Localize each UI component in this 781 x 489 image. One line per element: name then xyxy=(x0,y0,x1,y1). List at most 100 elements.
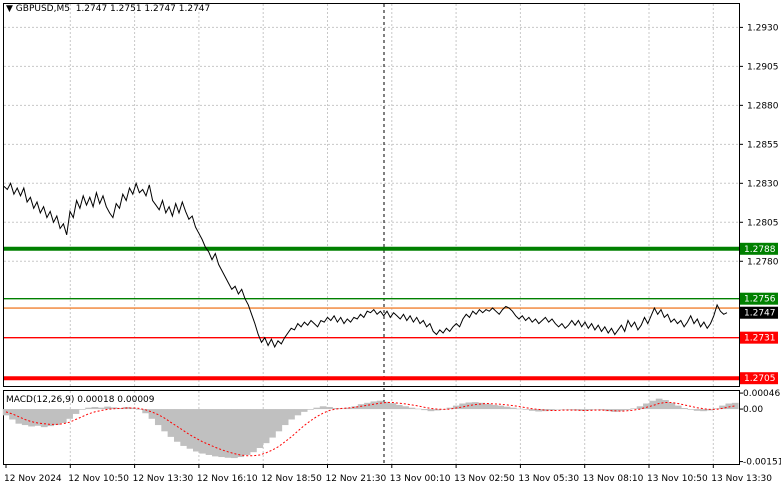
macd-histogram-bar xyxy=(712,408,720,410)
macd-histogram-bar xyxy=(53,409,61,426)
macd-histogram-bar xyxy=(624,409,631,411)
macd-histogram-bar xyxy=(326,406,333,410)
macd-histogram-bar xyxy=(135,409,143,410)
macd-histogram-bar xyxy=(256,409,264,449)
ohlc-values: 1.2747 1.2751 1.2747 1.2747 xyxy=(75,4,211,14)
macd-histogram-bar xyxy=(72,409,80,414)
macd-indicator xyxy=(2,398,739,459)
macd-histogram-bar xyxy=(560,409,568,410)
horizontal-levels xyxy=(4,246,739,381)
macd-histogram-bar xyxy=(687,409,695,410)
macd-histogram-bar xyxy=(503,406,511,410)
macd-histogram-bar xyxy=(218,409,226,458)
macd-histogram-bar xyxy=(161,409,169,432)
macd-histogram-bar xyxy=(205,409,213,455)
price-line xyxy=(3,181,728,349)
level-label: 1.2747 xyxy=(744,309,776,319)
x-tick-label: 12 Nov 13:30 xyxy=(133,474,194,484)
x-tick-label: 13 Nov 02:50 xyxy=(454,474,515,484)
macd-histogram-bar xyxy=(592,409,600,410)
macd-histogram-bar xyxy=(351,406,359,410)
macd-histogram-bar xyxy=(395,404,403,410)
macd-histogram-bar xyxy=(66,409,73,419)
macd-histogram-bar xyxy=(180,409,188,446)
macd-histogram-bar xyxy=(484,403,492,410)
macd-histogram-bar xyxy=(9,409,16,420)
macd-histogram-bar xyxy=(414,408,422,410)
time-axis[interactable]: 12 Nov 2024 12 Nov 10:50 12 Nov 13:30 12 No… xyxy=(4,464,772,484)
macd-histogram-bar xyxy=(294,409,302,416)
dropdown-triangle-icon[interactable]: ▼ xyxy=(6,4,13,14)
macd-histogram-bar xyxy=(478,402,486,410)
macd-histogram-bar xyxy=(288,409,295,420)
macd-histogram-bar xyxy=(427,409,435,412)
level-label-box xyxy=(740,242,778,255)
y-tick-label: 1.2930 xyxy=(747,23,779,33)
macd-histogram-bar xyxy=(649,400,657,410)
macd-histogram-bar xyxy=(554,409,562,410)
macd-histogram-bar xyxy=(250,409,257,453)
grid xyxy=(4,4,739,464)
macd-histogram-bar xyxy=(668,402,676,410)
macd-label: MACD(12,26,9) 0.00018 0.00009 xyxy=(6,395,155,405)
macd-histogram-bar xyxy=(34,409,42,426)
macd-histogram-bar xyxy=(617,409,625,412)
y-tick-label: 1.2880 xyxy=(747,101,779,111)
macd-histogram-bar xyxy=(598,409,606,411)
macd-histogram-bar xyxy=(383,401,390,410)
level-label-box xyxy=(740,306,778,319)
x-tick-label: 13 Nov 10:50 xyxy=(647,474,708,484)
macd-histogram-bar xyxy=(116,408,124,410)
level-label-box xyxy=(740,372,778,385)
y-tick-label: 1.2830 xyxy=(747,179,779,189)
macd-histogram-bar xyxy=(319,406,327,410)
macd-histogram-bar xyxy=(693,409,701,411)
macd-histogram-bar xyxy=(313,407,321,410)
macd-histogram-bar xyxy=(681,408,688,410)
price-series xyxy=(3,181,728,349)
macd-axis: 0.00046 0.00 -0.00151 xyxy=(739,389,781,468)
level-label-box xyxy=(740,292,778,305)
macd-histogram-bar xyxy=(281,409,289,426)
x-tick-label: 13 Nov 00:10 xyxy=(390,474,451,484)
macd-histogram-bar xyxy=(643,403,650,410)
macd-histogram-bar xyxy=(104,406,111,410)
x-tick-label: 13 Nov 13:30 xyxy=(711,474,772,484)
x-tick-label: 12 Nov 16:10 xyxy=(197,474,258,484)
level-label-box xyxy=(740,331,778,344)
macd-histogram-bar xyxy=(719,405,726,410)
macd-histogram-bar xyxy=(370,401,378,410)
macd-histogram-bar xyxy=(579,409,587,411)
macd-histogram-bar xyxy=(262,409,270,444)
x-tick-label: 13 Nov 05:30 xyxy=(518,474,579,484)
macd-header: MACD(12,26,9) 0.00018 0.00009 xyxy=(6,395,155,405)
macd-histogram-bar xyxy=(459,403,466,410)
macd-histogram-bar xyxy=(433,409,441,411)
x-tick-label: 12 Nov 21:30 xyxy=(326,474,387,484)
macd-histogram-bar xyxy=(389,403,397,410)
macd-histogram-bar xyxy=(452,405,460,410)
macd-histogram-bar xyxy=(85,407,92,410)
macd-histogram-bar xyxy=(275,409,283,432)
y-tick-label: 1.2855 xyxy=(747,140,779,150)
macd-histogram-bar xyxy=(59,409,67,423)
macd-histogram-bar xyxy=(725,403,733,410)
macd-histogram-bar xyxy=(300,409,308,412)
macd-histogram-bar xyxy=(237,409,245,458)
macd-histogram-bar xyxy=(522,409,530,410)
macd-histogram-bar xyxy=(509,407,517,410)
macd-histogram-bar xyxy=(662,400,669,410)
x-tick-label: 12 Nov 10:50 xyxy=(68,474,129,484)
macd-histogram-bar xyxy=(446,407,454,410)
macd-histogram-bar xyxy=(376,400,384,410)
level-label: 1.2705 xyxy=(744,374,776,384)
macd-histogram-bar xyxy=(269,409,276,438)
macd-histogram-bar xyxy=(40,409,48,428)
macd-histogram-bar xyxy=(674,405,682,410)
y-tick-label: 1.2905 xyxy=(747,62,779,72)
price-axis[interactable]: 1.2930 1.2905 1.2880 1.2855 1.2830 1.2805 1.27… xyxy=(739,23,779,385)
macd-histogram-bar xyxy=(636,406,644,410)
price-panel-frame xyxy=(3,3,740,387)
macd-histogram-bar xyxy=(421,409,428,411)
